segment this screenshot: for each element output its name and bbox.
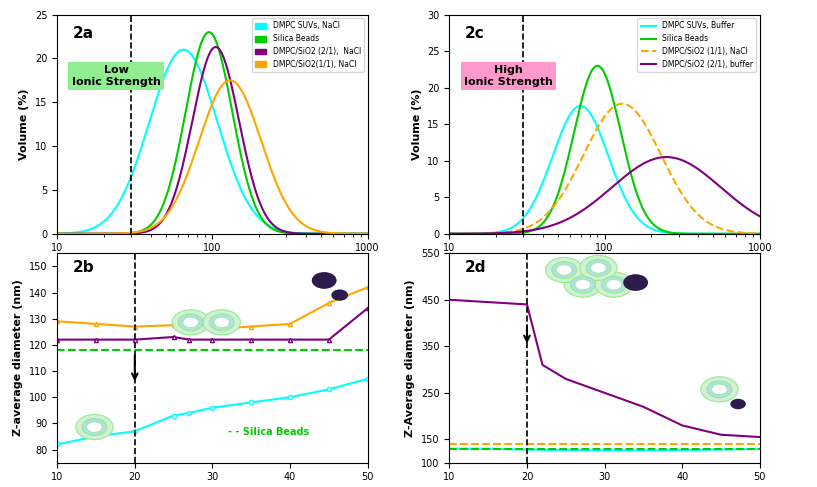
Text: 2b: 2b <box>73 260 94 275</box>
Legend: DMPC SUVs, NaCl, Silica Beads, DMPC/SiO2 (2/1),  NaCl, DMPC/SiO2(1/1), NaCl: DMPC SUVs, NaCl, Silica Beads, DMPC/SiO2… <box>252 19 364 72</box>
Circle shape <box>575 280 591 290</box>
Text: 2a: 2a <box>73 25 94 40</box>
Circle shape <box>183 317 199 328</box>
Text: - - Silica Beads: - - Silica Beads <box>228 428 309 437</box>
Legend: DMPC SUVs, Buffer, Silica Beads, DMPC/SiO2 (1/1), NaCl, DMPC/SiO2 (2/1), buffer: DMPC SUVs, Buffer, Silica Beads, DMPC/Si… <box>637 19 756 72</box>
Circle shape <box>601 276 627 293</box>
Circle shape <box>82 419 107 435</box>
Circle shape <box>551 262 577 279</box>
Circle shape <box>546 258 583 282</box>
X-axis label: Diameter (nm): Diameter (nm) <box>559 259 650 269</box>
Circle shape <box>596 272 632 297</box>
Text: 2d: 2d <box>465 260 486 275</box>
Circle shape <box>332 289 348 301</box>
Y-axis label: Volume (%): Volume (%) <box>20 89 29 160</box>
Circle shape <box>565 272 601 297</box>
Circle shape <box>178 314 203 331</box>
Circle shape <box>586 260 611 276</box>
Circle shape <box>707 381 732 398</box>
Text: Low
Ionic Strength: Low Ionic Strength <box>72 65 161 87</box>
Circle shape <box>591 262 606 273</box>
Y-axis label: Z-Average diameter (nm): Z-Average diameter (nm) <box>405 279 416 437</box>
Circle shape <box>606 280 622 290</box>
Text: 2c: 2c <box>465 25 484 40</box>
Y-axis label: Z-average diameter (nm): Z-average diameter (nm) <box>13 280 24 436</box>
Circle shape <box>76 414 113 440</box>
X-axis label: Diameter (nm): Diameter (nm) <box>167 259 258 269</box>
Circle shape <box>701 377 738 402</box>
Y-axis label: Volume (%): Volume (%) <box>412 89 422 160</box>
Circle shape <box>556 265 572 275</box>
Circle shape <box>570 276 596 293</box>
Circle shape <box>312 272 337 289</box>
Circle shape <box>172 310 209 335</box>
Circle shape <box>712 384 727 394</box>
Circle shape <box>730 399 746 409</box>
Circle shape <box>203 310 240 335</box>
Circle shape <box>87 422 102 432</box>
Circle shape <box>580 255 617 281</box>
Circle shape <box>209 314 234 331</box>
Circle shape <box>623 274 648 291</box>
Text: High
Ionic Strength: High Ionic Strength <box>464 65 553 87</box>
Circle shape <box>214 317 230 328</box>
